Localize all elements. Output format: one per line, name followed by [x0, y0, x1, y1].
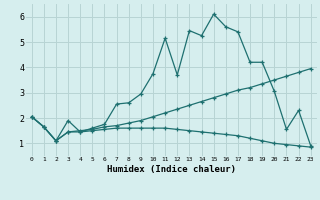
X-axis label: Humidex (Indice chaleur): Humidex (Indice chaleur): [107, 165, 236, 174]
